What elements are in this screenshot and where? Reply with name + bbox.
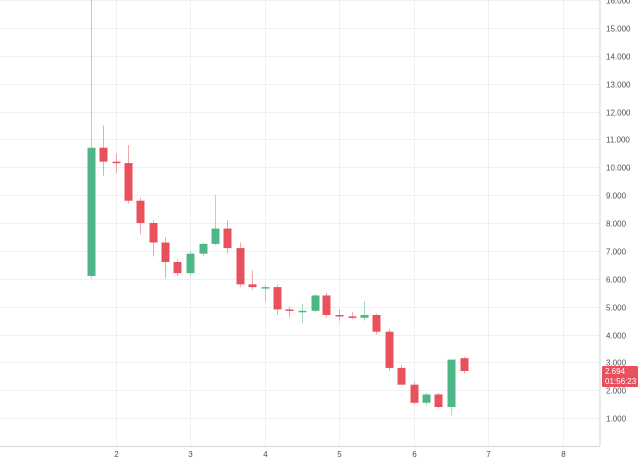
price-tick-label: 16.000 [606,0,631,6]
candle-down [434,393,443,409]
candle-down [112,153,121,173]
time-tick-label: 8 [561,450,566,459]
price-tick-label: 1.000 [606,415,627,424]
candle-body [410,384,419,403]
candle-body [248,284,257,288]
candle-body [372,314,381,332]
candle-down [136,197,145,235]
candle-body [149,223,158,243]
candle-body [360,314,369,318]
candle-up [261,284,270,302]
candle-up [211,195,220,246]
last-price-badge [602,366,638,387]
candle-body [434,394,443,407]
time-scale[interactable]: 2 3 4 5 6 7 8 [114,450,566,459]
candle-body [422,394,431,403]
candle-up [422,393,431,406]
candle-body [335,314,344,317]
candle-body [311,295,320,311]
candle-down [460,356,469,374]
last-price-value: 2.694 [605,367,626,376]
candle-down [410,381,419,405]
time-tick-label: 2 [114,450,119,459]
time-tick-label: 3 [188,450,193,459]
candle-down [273,284,282,315]
time-tick-label: 7 [486,450,491,459]
candle-up [87,0,96,279]
candle-down [124,144,133,204]
price-tick-label: 13.000 [606,81,631,90]
candle-body [273,287,282,310]
candle-up [447,359,456,416]
price-tick-label: 5.000 [606,304,627,313]
candle-down [385,328,394,371]
candle-up [360,301,369,321]
price-tick-label: 8.000 [606,220,627,229]
candle-down [173,259,182,276]
grid [0,0,600,446]
price-tick-label: 4.000 [606,332,627,341]
price-scale[interactable]: 1.000 2.000 3.000 4.000 5.000 6.000 7.000 8.000… [606,0,631,424]
candle-down [248,270,257,290]
candle-body [211,228,220,244]
candle-body [112,161,121,164]
candle-down [322,292,331,318]
candle-down [397,365,406,385]
candle-body [136,200,145,223]
price-tick-label: 7.000 [606,248,627,257]
candle-down [335,309,344,321]
price-tick-label: 14.000 [606,53,631,62]
candle-up [199,242,208,257]
candle-down [372,313,381,335]
candle-down [348,312,357,320]
price-tick-label: 3.000 [606,359,627,368]
candle-down [236,242,245,288]
price-tick-label: 12.000 [606,109,631,118]
candle-body [236,248,245,285]
candle-down [223,220,232,254]
candle-up [186,250,195,276]
candle-body [298,310,307,313]
candle-body [397,367,406,385]
price-tick-label: 9.000 [606,192,627,201]
candle-body [161,242,170,263]
candle-body [322,295,331,315]
candle-body [186,253,195,274]
price-tick-label: 15.000 [606,25,631,34]
candle-body [124,163,133,201]
price-tick-label: 6.000 [606,276,627,285]
candle-body [261,287,270,289]
price-tick-label: 11.000 [606,136,630,145]
candle-body [173,262,182,274]
time-tick-label: 5 [337,450,342,459]
candle-down [149,220,158,257]
candle-down [99,125,108,176]
candle-body [223,228,232,249]
candle-up [298,303,307,324]
price-tick-label: 10.000 [606,164,631,173]
time-tick-label: 4 [263,450,268,459]
candle-body [460,358,469,372]
candle-body [99,147,108,162]
candle-body [87,147,96,276]
candles [87,0,469,416]
candle-body [285,309,294,311]
candle-body [348,316,357,318]
time-tick-label: 6 [412,450,417,459]
candle-down [285,306,294,318]
candle-body [199,243,208,254]
candle-body [447,359,456,407]
price-tick-label: 2.000 [606,387,627,396]
last-price-label: 2.694 01:56:23 [602,366,638,387]
candle-countdown: 01:56:23 [605,377,637,386]
candle-down [161,236,170,279]
candle-body [385,331,394,368]
candle-up [311,294,320,313]
